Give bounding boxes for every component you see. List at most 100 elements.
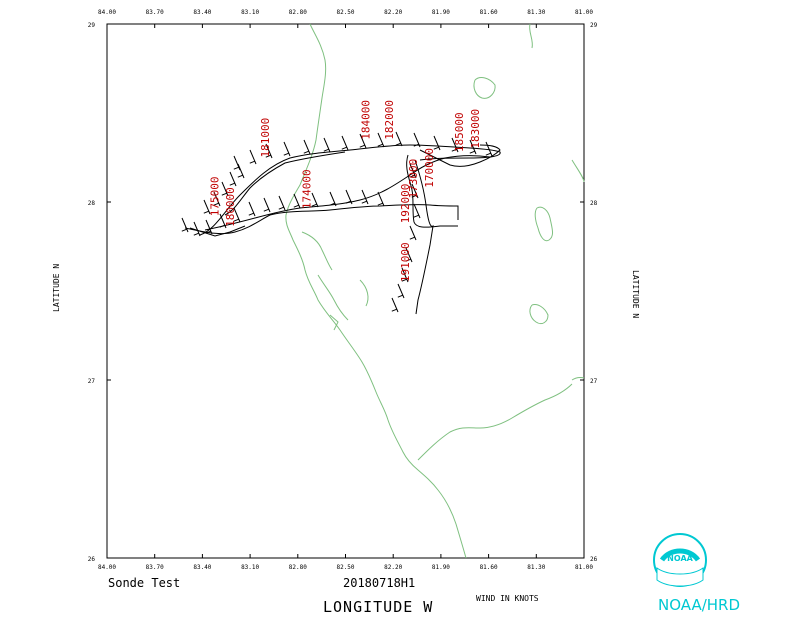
lat-axis-label-right: LATITUDE N [631, 270, 640, 319]
time-label: 175000 [208, 176, 221, 216]
lon-tick-label-top: 84.00 [98, 9, 116, 16]
time-label: 182000 [383, 100, 396, 140]
lon-tick-label-top: 83.10 [241, 9, 259, 16]
lat-tick-label-right: 26 [590, 556, 598, 563]
wind-barb [391, 297, 399, 313]
time-label: 180000 [224, 187, 237, 227]
time-label: 191000 [399, 242, 412, 282]
wind-barb [359, 133, 367, 149]
wind-barb [219, 213, 227, 229]
wind-barb [283, 141, 291, 157]
wind-barbs [181, 131, 493, 313]
wind-barb [233, 207, 241, 223]
wind-barb [303, 139, 311, 155]
wind-barb [205, 219, 213, 235]
lon-tick-label-bottom: 82.20 [384, 564, 402, 571]
lon-tick-label-bottom: 83.10 [241, 564, 259, 571]
wind-barb [203, 199, 211, 215]
wind-barb [237, 163, 245, 179]
lon-tick-label-bottom: 83.40 [193, 564, 211, 571]
wind-barb [311, 192, 319, 208]
wind-barb [433, 135, 441, 151]
wind-barb [377, 191, 385, 207]
lat-tick-label-left: 27 [88, 378, 96, 385]
wind-barb [213, 191, 221, 207]
lon-tick-label-bottom: 81.90 [432, 564, 450, 571]
wind-barb [329, 191, 337, 207]
lon-tick-label-top: 81.90 [432, 9, 450, 16]
wind-barb [377, 132, 385, 148]
lon-tick-label-top: 83.40 [193, 9, 211, 16]
time-label: 173000 [407, 159, 420, 199]
wind-barb [405, 247, 413, 263]
lon-tick-label-top: 81.30 [527, 9, 545, 16]
lon-tick-label-top: 82.50 [336, 9, 354, 16]
wind-barb [278, 195, 286, 211]
lat-tick-label-right: 28 [590, 200, 598, 207]
lon-axis-label: LONGITUDE W [323, 598, 434, 616]
time-label: 185000 [453, 112, 466, 152]
wind-barb [221, 181, 229, 197]
lon-tick-label-top: 82.20 [384, 9, 402, 16]
wind-barb [293, 193, 301, 209]
wind-barb [469, 139, 477, 155]
coastline [285, 23, 585, 559]
wind-barb [397, 283, 405, 299]
lon-tick-label-bottom: 82.50 [336, 564, 354, 571]
wind-barb [233, 155, 241, 171]
wind-barb [248, 201, 256, 217]
lon-tick-label-bottom: 82.80 [289, 564, 307, 571]
wind-barb [323, 137, 331, 153]
time-label: 192000 [399, 184, 412, 224]
lat-axis-label-left: LATITUDE N [52, 263, 61, 312]
left-caption: Sonde Test [108, 576, 181, 590]
wind-caption: WIND IN KNOTS [476, 594, 539, 603]
wind-barb [413, 132, 421, 148]
wind-barb [395, 131, 403, 147]
lon-tick-label-top: 83.70 [146, 9, 164, 16]
lat-tick-label-left: 28 [88, 200, 96, 207]
flight-track [184, 144, 501, 315]
wind-barb [409, 225, 417, 241]
wind-barb [249, 149, 257, 165]
lat-tick-label-left: 26 [88, 556, 96, 563]
time-label: 170000 [423, 148, 436, 188]
wind-barb [265, 143, 273, 159]
lon-tick-label-bottom: 84.00 [98, 564, 116, 571]
wind-barb [263, 197, 271, 213]
wind-barb [409, 163, 417, 179]
lon-tick-label-bottom: 83.70 [146, 564, 164, 571]
lat-tick-label-left: 29 [88, 22, 96, 29]
wind-barb [341, 135, 349, 151]
wind-barb [361, 189, 369, 205]
time-label: 174000 [301, 169, 314, 209]
lon-tick-label-top: 81.00 [575, 9, 593, 16]
logo-text: NOAA [667, 554, 693, 563]
org-label: NOAA/HRD [658, 596, 741, 614]
wind-barb [485, 141, 493, 157]
lon-tick-label-bottom: 81.60 [480, 564, 498, 571]
wind-barb [345, 189, 353, 205]
plot-frame [106, 23, 585, 559]
wind-barb [411, 183, 419, 199]
time-label: 184000 [359, 100, 372, 140]
lat-tick-label-right: 29 [590, 22, 598, 29]
lon-tick-label-bottom: 81.30 [527, 564, 545, 571]
lon-tick-label-top: 81.60 [480, 9, 498, 16]
lon-tick-label-bottom: 81.00 [575, 564, 593, 571]
wind-barb [193, 221, 201, 237]
noaa-logo-icon: NOAA [653, 533, 707, 587]
wind-barb [451, 137, 459, 153]
center-caption: 20180718H1 [343, 576, 416, 590]
wind-barb [181, 217, 189, 233]
time-label: 181000 [259, 118, 272, 158]
wind-barb [401, 267, 409, 283]
wind-barb [229, 171, 237, 187]
lat-tick-label-right: 27 [590, 378, 598, 385]
time-labels: 175000 180000 181000 174000 184000 182000 1730… [208, 100, 482, 282]
wind-barb [413, 203, 421, 219]
time-label: 183000 [469, 109, 482, 149]
axis-ticks: 84.00 84.00 83.70 83.70 83.40 83.40 83.10 83.10… [88, 9, 598, 571]
lon-tick-label-top: 82.80 [289, 9, 307, 16]
